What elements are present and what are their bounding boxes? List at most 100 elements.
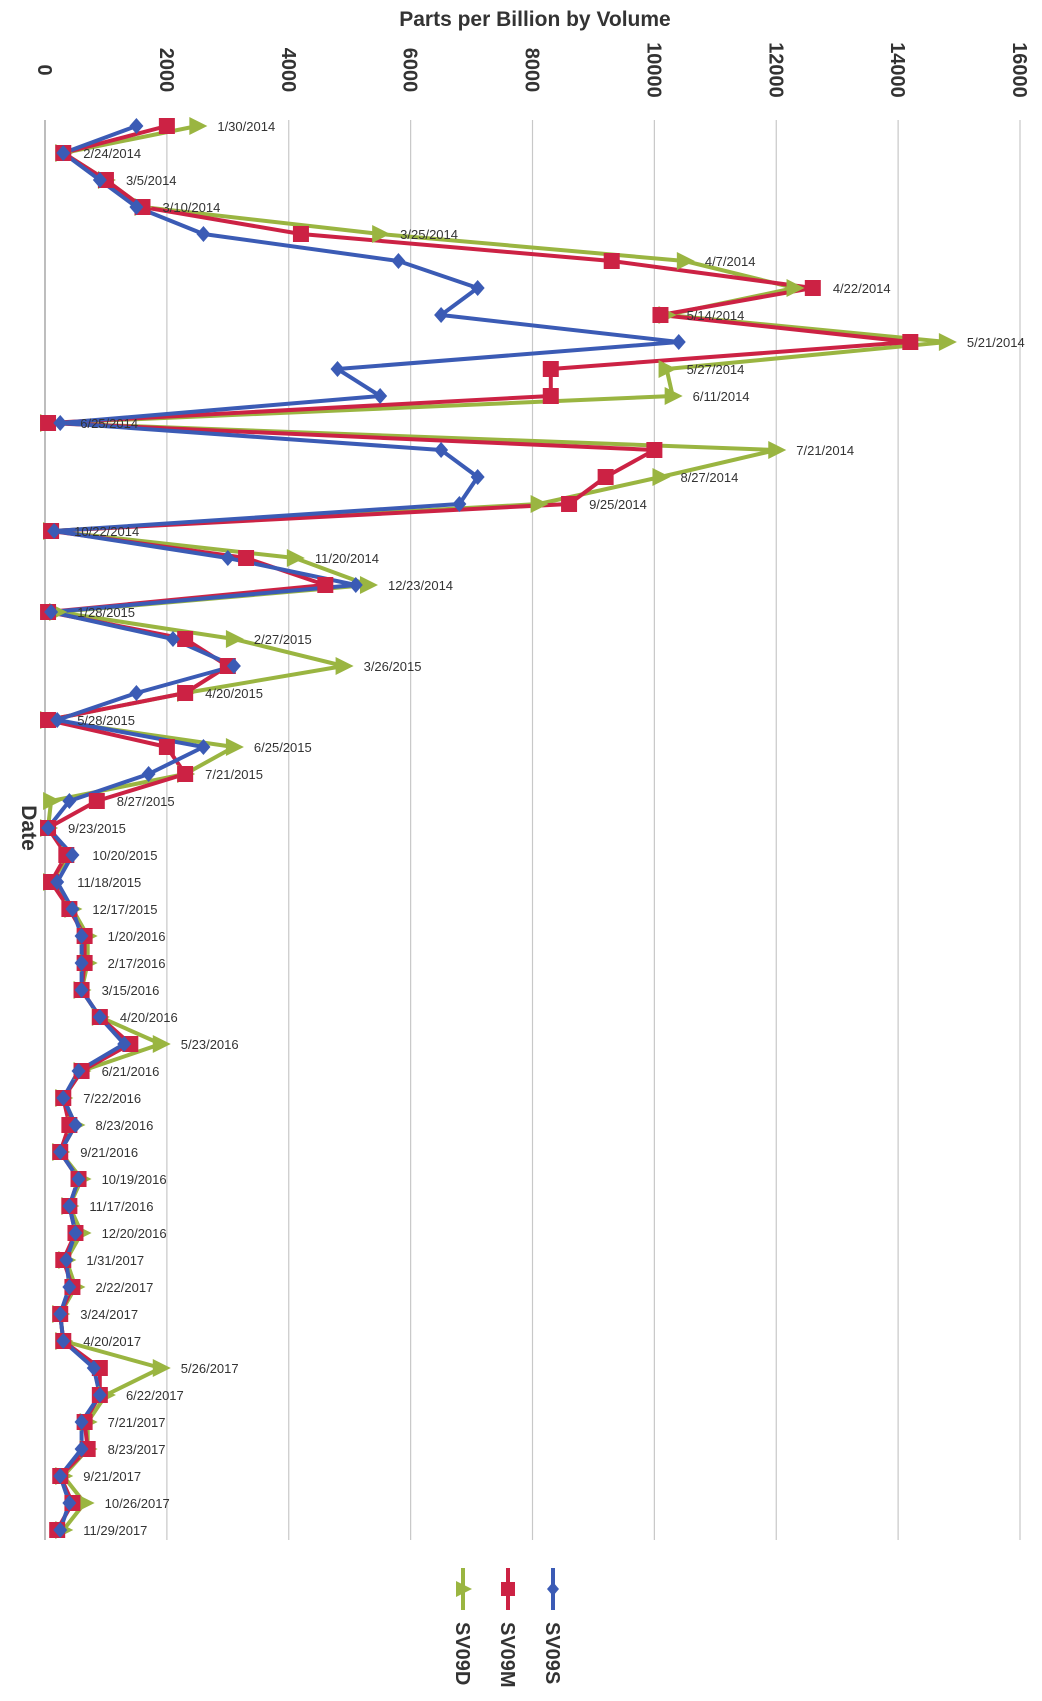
marker-sv09d	[189, 117, 208, 135]
marker-sv09d	[152, 1035, 171, 1053]
legend: SV09S SV09M SV09D	[451, 1568, 563, 1688]
marker-sv09m	[292, 226, 309, 242]
marker-sv09s	[129, 685, 144, 701]
legend-marker	[547, 1582, 559, 1596]
date-label: 10/26/2017	[105, 1496, 170, 1511]
x-tick-label: 2000	[155, 48, 177, 93]
x-tick-label: 0	[33, 64, 55, 75]
marker-sv09s	[92, 1009, 107, 1025]
date-label: 11/29/2017	[83, 1523, 147, 1538]
marker-sv09s	[53, 1468, 68, 1484]
marker-sv09d	[225, 630, 244, 648]
marker-sv09s	[391, 253, 406, 269]
marker-sv09s	[74, 1414, 89, 1430]
marker-sv09s	[470, 280, 485, 296]
marker-sv09m	[542, 388, 559, 404]
date-label: 5/14/2014	[687, 308, 745, 323]
marker-sv09s	[434, 442, 449, 458]
marker-sv09s	[434, 307, 449, 323]
marker-sv09d	[652, 468, 671, 486]
marker-sv09m	[646, 442, 663, 458]
date-label: 1/30/2014	[217, 119, 275, 134]
date-label: 10/20/2015	[92, 848, 157, 863]
marker-sv09s	[470, 469, 485, 485]
marker-sv09s	[65, 847, 80, 863]
marker-sv09s	[62, 1279, 77, 1295]
date-label: 6/11/2014	[693, 389, 750, 404]
date-label: 6/25/2015	[254, 740, 312, 755]
marker-sv09d	[76, 1494, 95, 1512]
marker-sv09s	[50, 874, 65, 890]
marker-sv09s	[330, 361, 345, 377]
marker-sv09s	[44, 604, 59, 620]
marker-sv09d	[786, 279, 805, 297]
date-label: 3/26/2015	[364, 659, 422, 674]
date-label: 2/27/2015	[254, 632, 312, 647]
date-label: 5/21/2014	[967, 335, 1025, 350]
marker-sv09d	[152, 1359, 171, 1377]
x-tick-label: 16000	[1008, 42, 1030, 98]
date-labels: 1/30/2014 2/24/2014 3/5/2014 3/10/2014 3/25/…	[68, 119, 1025, 1538]
marker-sv09d	[286, 549, 305, 567]
legend-label: SV09D	[451, 1622, 473, 1685]
date-label: 4/22/2014	[833, 281, 891, 296]
marker-sv09s	[452, 496, 467, 512]
marker-sv09s	[86, 1360, 101, 1376]
date-label: 9/25/2014	[589, 497, 647, 512]
marker-sv09s	[348, 577, 363, 593]
legend-label: SV09M	[496, 1622, 518, 1688]
marker-sv09m	[177, 631, 194, 647]
marker-sv09s	[220, 550, 235, 566]
marker-sv09s	[50, 712, 65, 728]
marker-sv09d	[372, 225, 391, 243]
marker-sv09d	[359, 576, 378, 594]
marker-sv09d	[664, 387, 683, 405]
marker-sv09s	[62, 1495, 77, 1511]
date-label: 3/15/2016	[102, 983, 160, 998]
marker-sv09s	[129, 118, 144, 134]
marker-sv09s	[53, 1306, 68, 1322]
date-label: 3/24/2017	[80, 1307, 138, 1322]
date-label: 8/27/2014	[680, 470, 738, 485]
marker-sv09m	[238, 550, 255, 566]
marker-sv09s	[74, 982, 89, 998]
date-label: 2/24/2014	[83, 146, 141, 161]
marker-sv09d	[530, 495, 549, 513]
date-label: 5/27/2014	[687, 362, 745, 377]
date-label: 5/26/2017	[181, 1361, 239, 1376]
x-tick-label: 6000	[399, 48, 421, 93]
marker-sv09m	[40, 712, 57, 728]
date-label: 5/23/2016	[181, 1037, 239, 1052]
marker-sv09s	[62, 1198, 77, 1214]
marker-sv09m	[652, 307, 669, 323]
date-label: 7/22/2016	[83, 1091, 141, 1106]
marker-sv09s	[129, 199, 144, 215]
x-axis-title: Parts per Billion by Volume	[399, 8, 671, 31]
x-tick-label: 12000	[764, 42, 786, 98]
series-line-sv09d	[46, 124, 949, 1532]
date-label: 3/5/2014	[126, 173, 177, 188]
date-label: 7/21/2014	[796, 443, 854, 458]
date-label: 9/23/2015	[68, 821, 126, 836]
date-label: 1/31/2017	[86, 1253, 144, 1268]
series-line-sv09m	[46, 124, 913, 1532]
date-label: 6/21/2016	[102, 1064, 160, 1079]
series-line-sv09s	[46, 124, 681, 1532]
marker-sv09s	[74, 928, 89, 944]
date-label: 3/10/2014	[163, 200, 221, 215]
date-label: 4/20/2015	[205, 686, 263, 701]
marker-sv09s	[68, 1117, 83, 1133]
marker-sv09m	[804, 280, 821, 296]
date-label: 1/20/2016	[108, 929, 166, 944]
marker-sv09s	[62, 793, 77, 809]
legend-marker	[456, 1581, 472, 1597]
marker-sv09m	[88, 793, 105, 809]
date-label: 7/21/2017	[108, 1415, 166, 1430]
date-label: 4/20/2016	[120, 1010, 178, 1025]
marker-sv09s	[671, 334, 686, 350]
marker-sv09s	[68, 1225, 83, 1241]
marker-sv09s	[226, 658, 241, 674]
marker-sv09m	[40, 415, 57, 431]
